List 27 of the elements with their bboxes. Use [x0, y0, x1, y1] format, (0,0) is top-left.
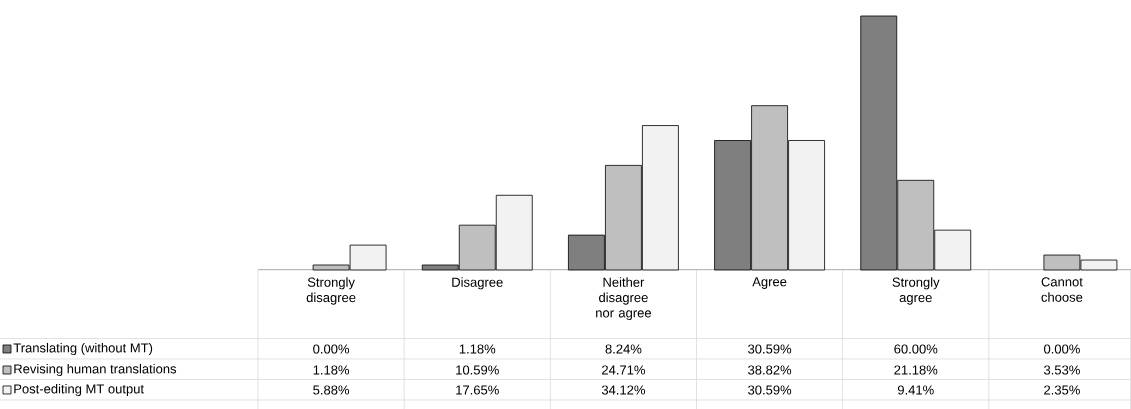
data-label: 0.00%: [1043, 344, 1080, 354]
data-label: 30.59%: [748, 344, 792, 354]
data-label: 3.53%: [1043, 365, 1080, 375]
data-label: 60.00%: [894, 344, 938, 354]
data-label: 17.65%: [456, 385, 499, 395]
data-label: 34.12%: [601, 385, 645, 395]
data-label: 8.24%: [605, 344, 642, 354]
legend-label: Revising human translations: [14, 363, 177, 377]
x-tick-label: Disagree: [452, 277, 503, 290]
x-tick-label: Neither disagree nor agree: [596, 277, 652, 321]
data-label: 21.18%: [894, 365, 938, 375]
data-label: 38.82%: [748, 365, 792, 375]
data-label: 1.18%: [313, 365, 350, 375]
x-tick-label: Strongly agree: [892, 277, 940, 305]
data-label: 5.88%: [313, 385, 350, 395]
data-label: 10.59%: [456, 365, 499, 375]
legend-label: Translating (without MT): [13, 342, 153, 356]
data-label: 30.59%: [748, 385, 792, 395]
x-tick-label: Strongly disagree: [306, 277, 356, 305]
data-label: 24.71%: [602, 365, 645, 375]
x-tick-label: Agree: [752, 277, 787, 289]
legend-label: Post-editing MT output: [14, 383, 144, 397]
data-label: 2.35%: [1044, 385, 1080, 395]
data-label: 1.18%: [459, 344, 496, 354]
data-label: 0.00%: [313, 344, 350, 354]
x-tick-label: Cannot choose: [1041, 277, 1083, 302]
data-label: 9.41%: [897, 385, 934, 395]
